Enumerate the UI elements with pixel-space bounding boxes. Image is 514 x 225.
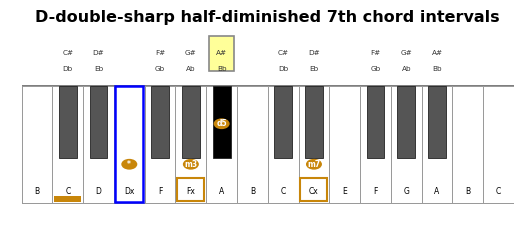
Text: m3: m3 [185,160,197,169]
Bar [300,178,327,201]
Ellipse shape [214,118,230,129]
Bar [483,86,514,202]
Ellipse shape [121,159,137,170]
Bar [22,86,514,202]
Bar [366,86,384,158]
Text: Ab: Ab [401,66,411,72]
Text: Bb: Bb [217,66,227,72]
Ellipse shape [183,159,199,170]
Bar [428,86,446,158]
Text: C#: C# [278,50,289,56]
Bar [115,86,143,202]
Text: A: A [434,187,439,196]
Text: C: C [65,187,70,196]
Bar [59,86,77,158]
Text: *: * [127,160,131,169]
Text: B: B [34,187,40,196]
Text: F#: F# [155,50,165,56]
Text: A#: A# [216,50,227,56]
Text: Dx: Dx [124,187,135,196]
Text: A: A [219,187,224,196]
Bar [52,86,83,202]
Text: Eb: Eb [309,66,319,72]
Bar [452,86,483,202]
Bar [209,36,234,71]
Text: Cx: Cx [309,187,319,196]
Bar [213,86,231,158]
Bar [299,86,329,202]
Bar [151,86,169,158]
Bar [305,86,323,158]
Bar [182,86,200,158]
Text: Fx: Fx [187,187,195,196]
Bar [421,86,452,202]
Text: Gb: Gb [155,66,165,72]
Bar [114,86,145,202]
Bar [329,86,360,202]
Text: F#: F# [371,50,381,56]
Bar [274,86,292,158]
Text: Gb: Gb [371,66,381,72]
Text: C#: C# [62,50,74,56]
Ellipse shape [306,159,322,170]
Text: B: B [250,187,255,196]
Text: G#: G# [185,50,197,56]
Bar [397,86,415,158]
Bar [145,86,175,202]
Bar [175,86,206,202]
Text: Db: Db [278,66,288,72]
Text: G#: G# [400,50,412,56]
Text: basicmusictheory.com: basicmusictheory.com [7,77,12,148]
Bar [83,86,114,202]
Text: D#: D# [308,50,320,56]
Bar [177,178,205,201]
Text: B: B [465,187,470,196]
Text: Ab: Ab [186,66,196,72]
Text: C: C [496,187,501,196]
Text: F: F [158,187,162,196]
Text: G: G [403,187,409,196]
Text: D#: D# [93,50,104,56]
Bar [206,86,237,202]
Text: Db: Db [63,66,73,72]
Bar [360,86,391,202]
Bar [237,86,268,202]
Text: D-double-sharp half-diminished 7th chord intervals: D-double-sharp half-diminished 7th chord… [35,10,500,25]
Bar [22,86,52,202]
Text: C: C [281,187,286,196]
Text: Eb: Eb [94,66,103,72]
Text: m7: m7 [307,160,321,169]
Text: Bb: Bb [432,66,442,72]
Text: d5: d5 [216,119,227,128]
Text: F: F [373,187,378,196]
Bar [89,86,107,158]
Bar [268,86,299,202]
Bar [391,86,421,202]
Text: E: E [342,187,347,196]
Text: D: D [96,187,101,196]
Bar [54,196,81,202]
Text: A#: A# [431,50,443,56]
